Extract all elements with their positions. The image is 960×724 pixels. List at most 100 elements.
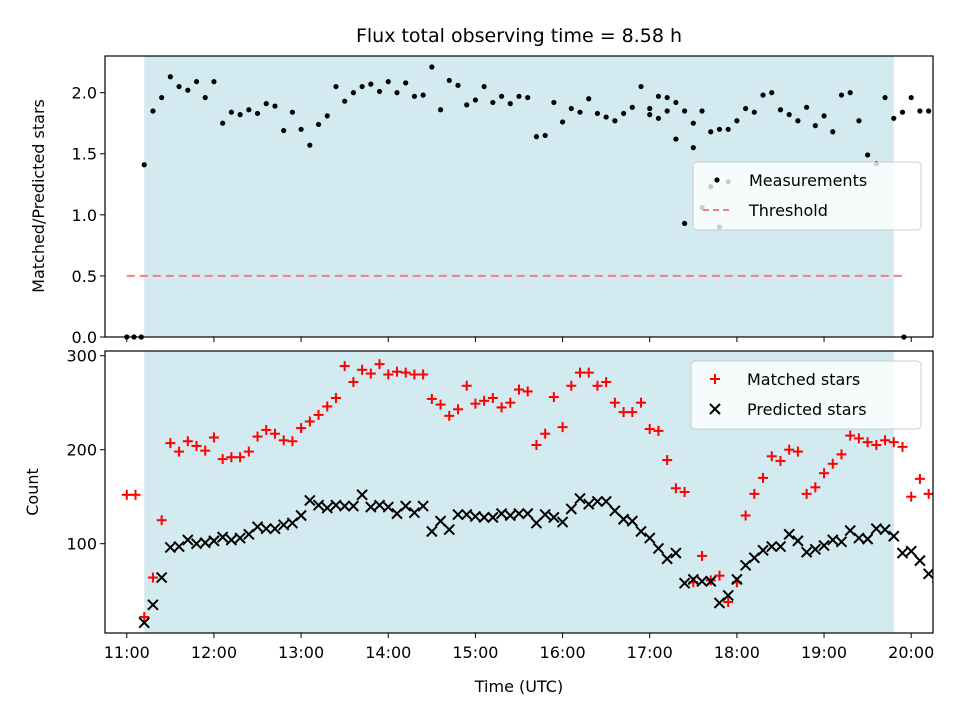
matched-star-point — [923, 488, 933, 499]
y-tick-label: 1.5 — [72, 145, 97, 164]
matched-star-point — [357, 364, 368, 375]
predicted-star-point — [277, 519, 290, 531]
predicted-star-point — [635, 525, 647, 538]
measurement-point — [612, 118, 618, 124]
legend-box — [690, 360, 922, 430]
measurement-point — [786, 112, 792, 118]
measurement-point — [795, 118, 801, 124]
matched-star-point — [261, 424, 272, 435]
predicted-star-point — [208, 535, 220, 547]
predicted-star-point — [452, 508, 464, 521]
matched-star-point — [156, 515, 167, 526]
predicted-star-point — [861, 533, 874, 545]
y-tick-label: 200 — [66, 441, 97, 460]
matched-star-point — [906, 491, 917, 502]
matched-star-point — [278, 435, 289, 446]
matched-star-point — [592, 380, 603, 391]
predicted-star-point — [373, 499, 386, 511]
predicted-star-point — [896, 547, 909, 559]
matched-star-point — [444, 410, 455, 421]
measurement-point — [455, 82, 461, 88]
predicted-star-point — [513, 507, 525, 520]
measurement-point — [263, 101, 269, 107]
predicted-star-point — [556, 516, 569, 528]
predicted-star-point — [792, 535, 804, 547]
matched-star-point — [182, 436, 193, 447]
x-tick-label: 17:00 — [627, 643, 673, 662]
matched-star-point — [435, 399, 446, 410]
x-tick-label: 15:00 — [452, 643, 498, 662]
matched-star-point — [888, 437, 899, 448]
predicted-star-point — [931, 571, 933, 584]
y-tick-label: 300 — [66, 347, 97, 366]
measurement-point — [751, 109, 757, 115]
measurement-point — [882, 94, 888, 101]
predicted-star-point — [644, 532, 656, 544]
predicted-star-point — [216, 531, 229, 543]
matched-star-point — [313, 409, 324, 420]
measurement-point — [525, 94, 531, 101]
matched-star-point — [287, 436, 298, 447]
predicted-star-point — [487, 511, 499, 524]
legend-marker-predicted — [709, 403, 721, 415]
predicted-star-point — [295, 509, 307, 522]
matched-star-point — [575, 367, 586, 378]
predicted-star-point — [670, 547, 682, 559]
y-axis-label-ratio: Matched/Predicted stars — [29, 99, 48, 293]
measurement-point — [821, 113, 827, 119]
predicted-star-point — [182, 534, 194, 546]
predicted-star-point — [687, 573, 700, 586]
matched-star-point — [487, 393, 498, 403]
measurement-point — [725, 126, 731, 132]
matched-star-point — [792, 446, 803, 457]
measurement-point — [899, 109, 906, 115]
matched-star-point — [819, 468, 830, 479]
measurement-point — [246, 107, 252, 113]
matched-star-point — [836, 449, 847, 460]
measurement-point — [533, 134, 540, 140]
matched-star-point — [418, 369, 429, 380]
legend-label: Measurements — [749, 171, 867, 190]
matched-star-point — [514, 384, 524, 395]
measurement-point — [281, 127, 287, 134]
measurement-point — [777, 107, 784, 113]
matched-star-point — [252, 431, 263, 442]
matched-star-point — [400, 367, 411, 378]
matched-star-point — [601, 377, 612, 388]
matched-star-point — [208, 432, 219, 443]
predicted-star-point — [460, 508, 473, 521]
predicted-star-point — [199, 537, 211, 549]
predicted-star-point — [800, 546, 813, 558]
predicted-star-point — [914, 554, 926, 567]
matched-star-point — [810, 482, 821, 493]
predicted-star-point — [731, 573, 743, 586]
legend-marker-measurement — [714, 177, 720, 183]
measurement-point — [655, 115, 662, 121]
matched-star-point — [766, 451, 777, 462]
measurement-point — [594, 110, 601, 117]
matched-star-point — [723, 596, 734, 607]
predicted-star-point — [138, 616, 150, 629]
measurement-point — [429, 64, 435, 70]
predicted-star-point — [888, 530, 900, 542]
matched-star-point — [566, 380, 577, 391]
measurement-point — [420, 92, 426, 98]
measurement-point — [411, 93, 418, 99]
predicted-star-point — [809, 543, 822, 556]
predicted-star-point — [269, 522, 281, 535]
measurement-point — [743, 105, 749, 112]
matched-star-point — [304, 416, 315, 427]
measurement-point — [908, 94, 914, 101]
measurement-point — [342, 98, 348, 104]
measurement-point — [403, 80, 409, 86]
predicted-star-point — [443, 523, 455, 536]
matched-star-point — [618, 407, 629, 418]
measurement-point — [481, 83, 487, 90]
matched-star-point — [880, 435, 891, 446]
predicted-star-point — [722, 589, 734, 602]
measurement-point — [865, 152, 871, 158]
predicted-star-point — [304, 494, 316, 507]
y-tick-label: 100 — [66, 535, 97, 554]
predicted-star-point — [783, 528, 795, 541]
matched-star-point — [609, 397, 620, 408]
